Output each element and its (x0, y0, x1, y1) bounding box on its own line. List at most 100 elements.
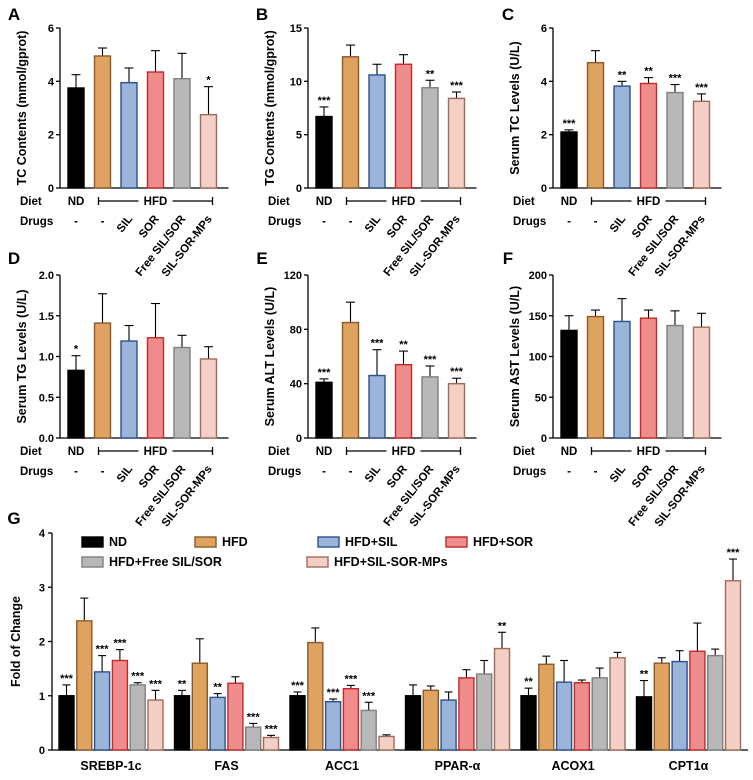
bar (315, 115, 333, 189)
diet-hfd-label: HFD (637, 196, 661, 208)
panel-letter: C (502, 5, 514, 24)
bar (404, 695, 422, 751)
drug-label: SOR (137, 463, 162, 491)
legend-label: HFD+SOR (473, 535, 533, 549)
y-tick-label: 4 (541, 76, 548, 88)
significance-marker: *** (424, 354, 438, 366)
bar (639, 317, 658, 439)
legend-swatch (445, 536, 468, 548)
y-tick-label: 15 (290, 23, 302, 35)
legend-label: HFD+SIL (345, 535, 398, 549)
significance-marker: ** (399, 339, 408, 351)
panel-letter: G (7, 509, 20, 528)
significance-marker: *** (265, 723, 279, 735)
y-tick-label: 1.0 (39, 352, 54, 364)
drug-label: SIL (115, 463, 135, 484)
bar (76, 620, 93, 751)
y-tick-label: 6 (48, 23, 54, 35)
drugs-label: Drugs (268, 466, 301, 478)
drug-label: - (594, 466, 598, 478)
drug-label: - (322, 466, 326, 478)
y-axis-label: Serum TG Levels (U/L) (15, 289, 29, 423)
y-tick-label: 0 (296, 183, 302, 195)
diet-label: Diet (20, 196, 42, 208)
legend-label: HFD+Free SIL/SOR (109, 555, 222, 569)
y-tick-label: 10 (290, 76, 302, 88)
significance-marker: *** (113, 638, 127, 650)
bar (199, 358, 218, 439)
diet-hfd-label: HFD (144, 446, 168, 458)
significance-marker: ** (426, 68, 435, 80)
y-tick-label: 4 (48, 76, 55, 88)
y-tick-label: 2.0 (39, 270, 54, 282)
bar (394, 363, 413, 439)
panel-letter: E (256, 249, 267, 268)
diet-label: Diet (513, 196, 535, 208)
diet-hfd-label: HFD (637, 446, 661, 458)
diet-hfd-label: HFD (144, 196, 168, 208)
bar (120, 340, 138, 439)
significance-marker: ** (498, 620, 507, 632)
bar (244, 726, 262, 751)
bar (692, 326, 711, 439)
y-tick-label: 0 (48, 183, 54, 195)
bar (324, 701, 342, 751)
diet-label: Diet (20, 446, 42, 458)
bar (227, 682, 244, 751)
y-tick-label: 80 (290, 324, 302, 336)
bar (421, 376, 439, 439)
y-tick-label: 5 (296, 130, 302, 142)
drug-label: SIL (115, 213, 135, 234)
drug-label: - (101, 216, 105, 228)
panel-D: D 0.0 0.5 1.0 1.5 2.0 Serum TG Levels (U/L) * Di… (8, 249, 229, 529)
bar (613, 320, 631, 439)
bar (671, 660, 688, 751)
y-tick-label: 120 (284, 270, 302, 282)
y-axis-label: TC Contents (mmol/gprot) (15, 31, 29, 186)
diet-label: Diet (268, 196, 290, 208)
y-tick-label: 200 (529, 270, 547, 282)
y-tick-label: 6 (541, 23, 547, 35)
diet-hfd-label: HFD (392, 446, 416, 458)
y-tick-label: 0 (39, 745, 45, 757)
significance-marker: *** (371, 338, 385, 350)
bar (591, 677, 608, 751)
bar (635, 696, 653, 751)
diet-label: Diet (513, 446, 535, 458)
bar (555, 681, 573, 751)
significance-marker: *** (669, 73, 683, 85)
bar (315, 381, 333, 439)
panel-letter: A (8, 5, 20, 24)
bar (692, 100, 711, 189)
significance-marker: *** (96, 644, 110, 656)
y-tick-label: 150 (529, 311, 547, 323)
y-tick-label: 3 (39, 582, 45, 594)
drug-label: - (74, 216, 78, 228)
bar (360, 709, 377, 751)
bar (586, 315, 605, 439)
bar (573, 682, 591, 751)
drug-label: SIL (608, 463, 628, 484)
bar (199, 113, 218, 189)
diet-nd-label: ND (68, 446, 85, 458)
bar (724, 580, 742, 751)
bar (613, 85, 631, 189)
diet-nd-label: ND (316, 446, 333, 458)
diet-label: Diet (268, 446, 290, 458)
significance-marker: *** (247, 711, 261, 723)
panel-F: F 0 50 100 150 200 Serum AST Levels (U/L) Diet D… (503, 249, 722, 529)
drug-label: SOR (630, 463, 655, 491)
significance-marker: *** (344, 673, 358, 685)
drug-label: SIL (363, 213, 383, 234)
y-tick-label: 0 (296, 433, 302, 445)
category-label: FAS (214, 759, 238, 773)
drug-label: SIL (608, 213, 628, 234)
drug-label: - (322, 216, 326, 228)
drug-label: - (594, 216, 598, 228)
bar (173, 346, 191, 439)
significance-marker: *** (362, 690, 376, 702)
bar (422, 689, 439, 751)
